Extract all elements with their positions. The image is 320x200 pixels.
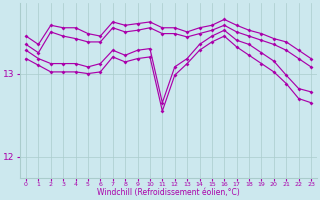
X-axis label: Windchill (Refroidissement éolien,°C): Windchill (Refroidissement éolien,°C) xyxy=(97,188,240,197)
